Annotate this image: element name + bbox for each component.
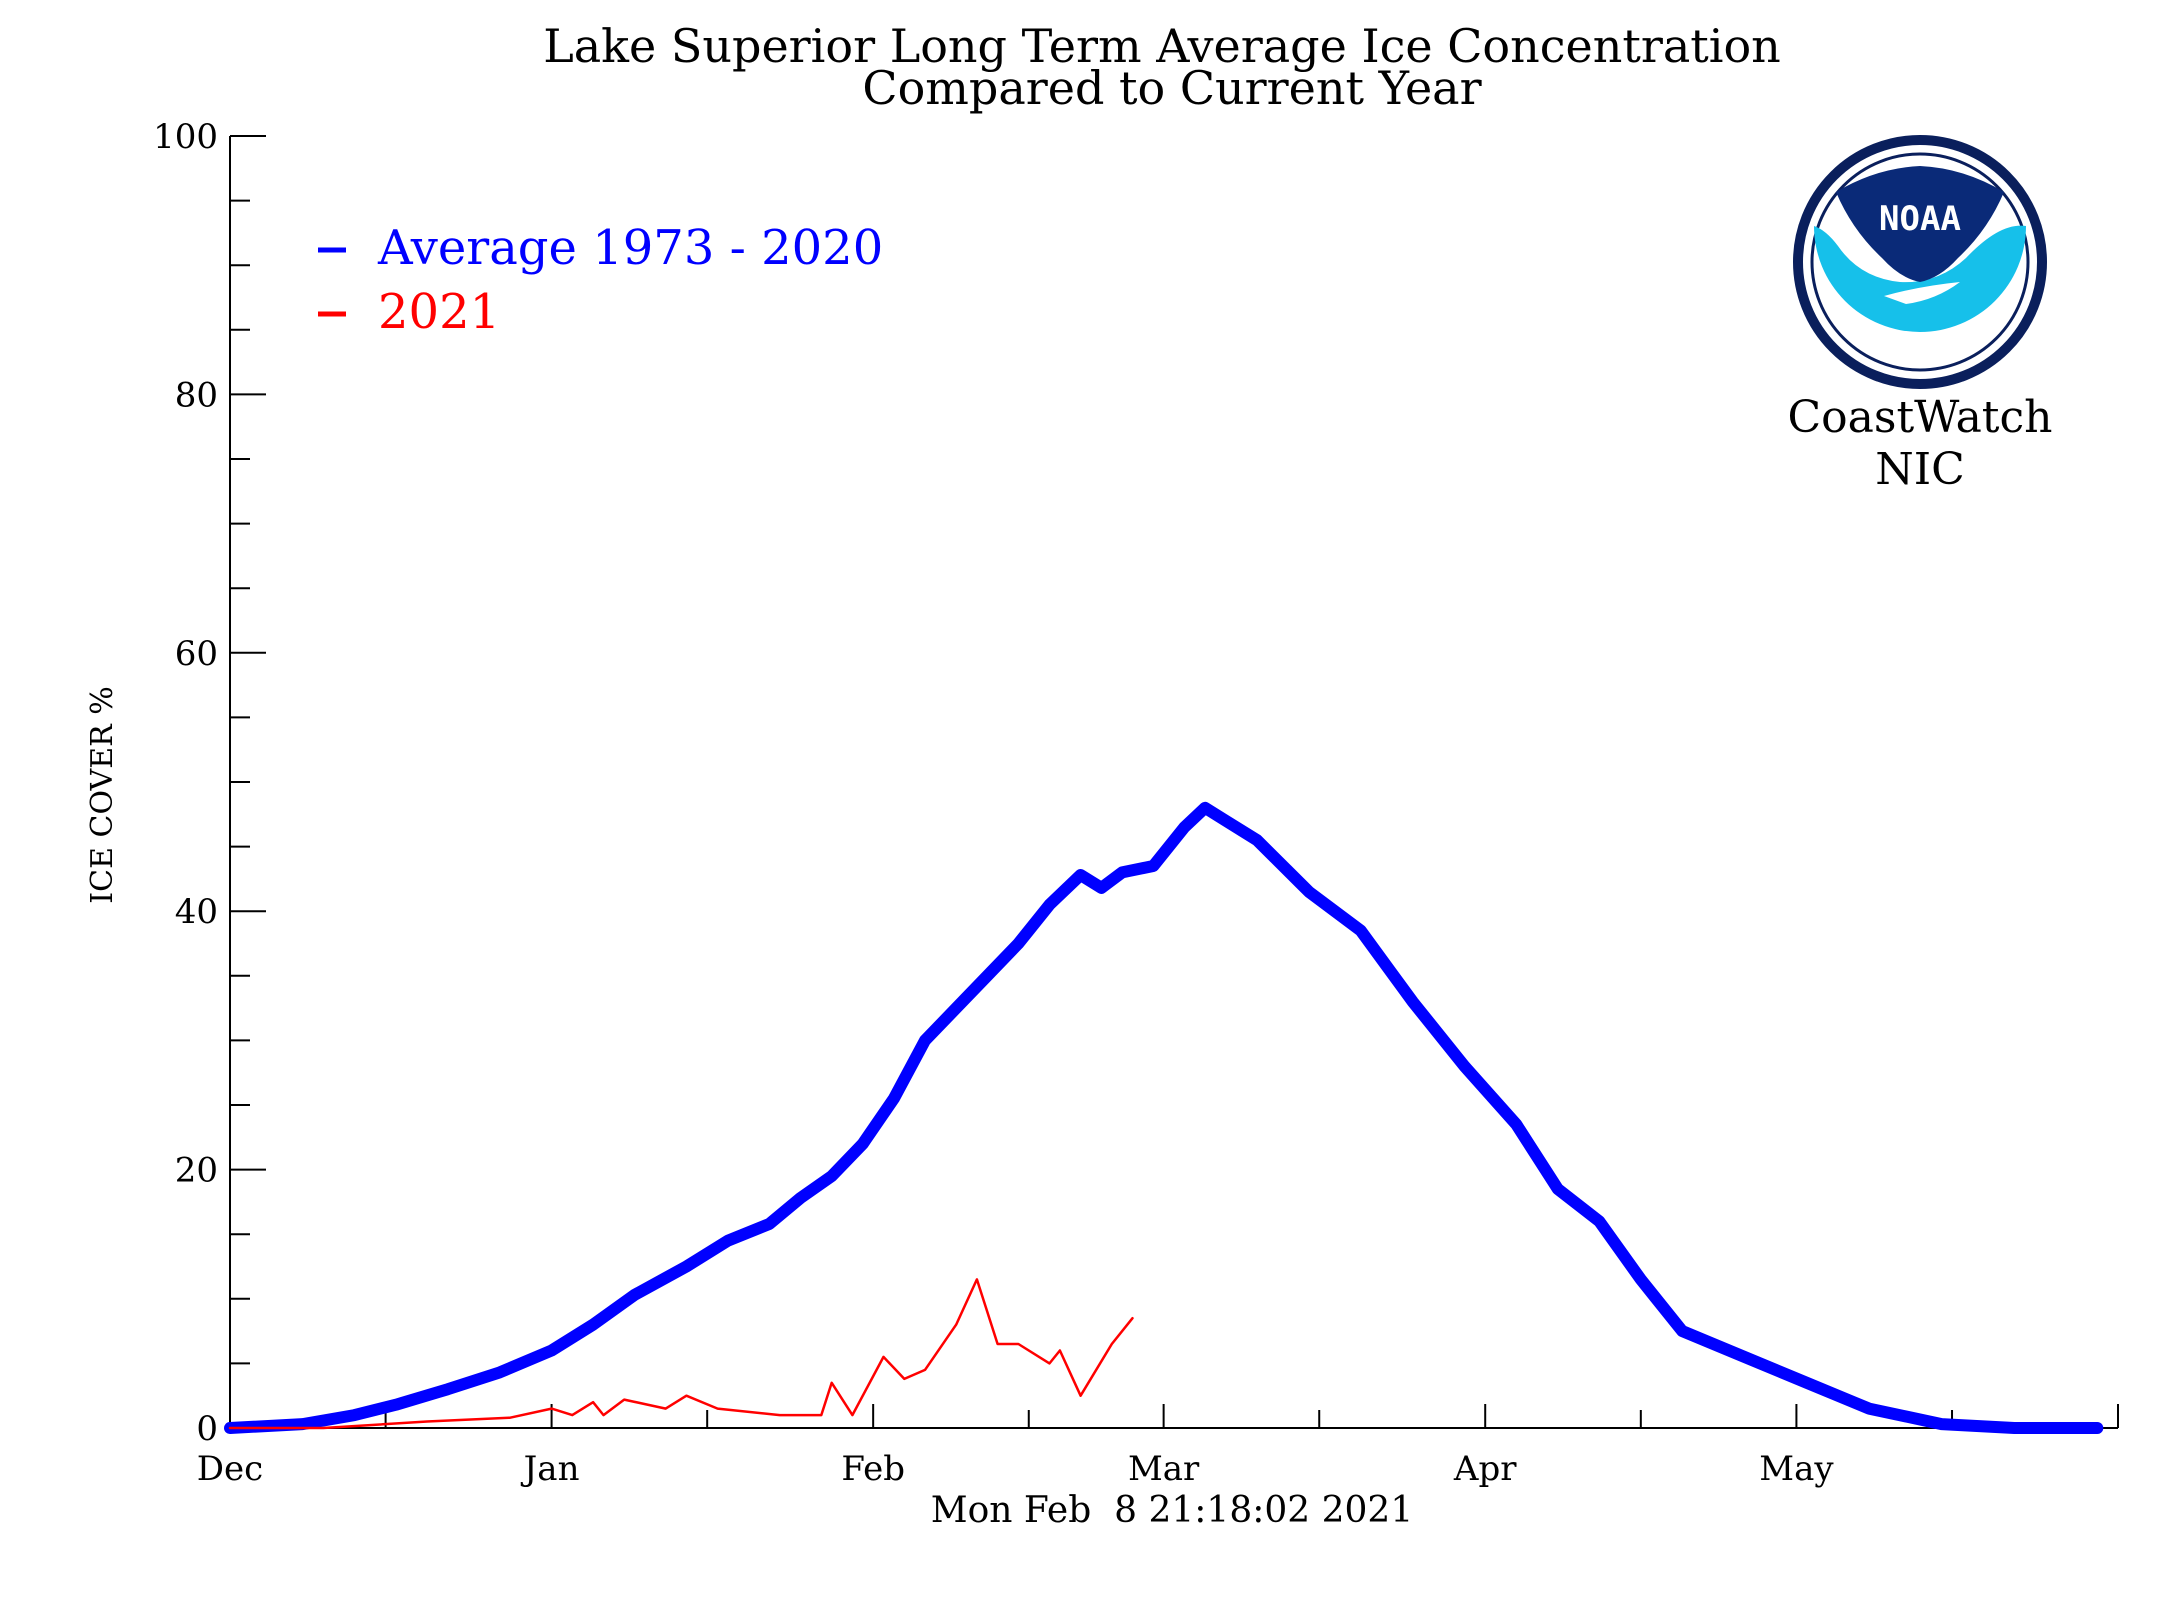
chart-subtitle: Compared to Current Year [862,61,1481,115]
y-axis: 0 20 40 60 80 100 [153,117,266,1449]
x-tick-label: Apr [1453,1449,1517,1489]
noaa-logo: NOAA [1793,135,2047,389]
noaa-logo-sky [1836,166,2004,282]
x-tick-label: Feb [841,1449,905,1489]
legend-entry-average: Average 1973 - 2020 [318,220,883,276]
noaa-logo-water [1814,225,2026,332]
x-tick-label: May [1759,1449,1834,1489]
y-tick-label: 80 [175,375,218,415]
x-axis-ticks: Dec Jan Feb Mar Apr May [197,1404,1954,1489]
series-line-2021 [228,1278,1134,1430]
chart-title: Lake Superior Long Term Average Ice Conc… [543,19,1781,73]
y-axis-label: ICE COVER % [85,686,120,903]
series-line-average [224,801,2104,1434]
legend-label-average: Average 1973 - 2020 [377,220,883,276]
noaa-logo-wordmark: NOAA [1879,199,1961,239]
series-layer [224,801,2104,1434]
y-tick-label: 60 [175,634,218,674]
x-tick-label: Dec [197,1449,263,1489]
org-name-nic: NIC [1875,444,1965,495]
org-name-coastwatch: CoastWatch [1788,392,2053,443]
legend-label-2021: 2021 [378,284,500,340]
y-tick-label: 100 [153,117,218,157]
x-axis: Dec Jan Feb Mar Apr May [197,1404,2119,1489]
y-axis-ticks: 0 20 40 60 80 100 [153,117,266,1449]
noaa-logo-bird [1884,282,1960,304]
y-tick-label: 0 [196,1409,218,1449]
legend: Average 1973 - 2020 2021 [318,220,883,340]
legend-entry-2021: 2021 [318,284,500,340]
x-tick-label: Mar [1128,1449,1200,1489]
y-tick-label: 20 [175,1151,218,1191]
y-tick-label: 40 [175,892,218,932]
x-tick-label: Jan [521,1449,580,1489]
timestamp: Mon Feb 8 21:18:02 2021 [931,1490,1414,1531]
